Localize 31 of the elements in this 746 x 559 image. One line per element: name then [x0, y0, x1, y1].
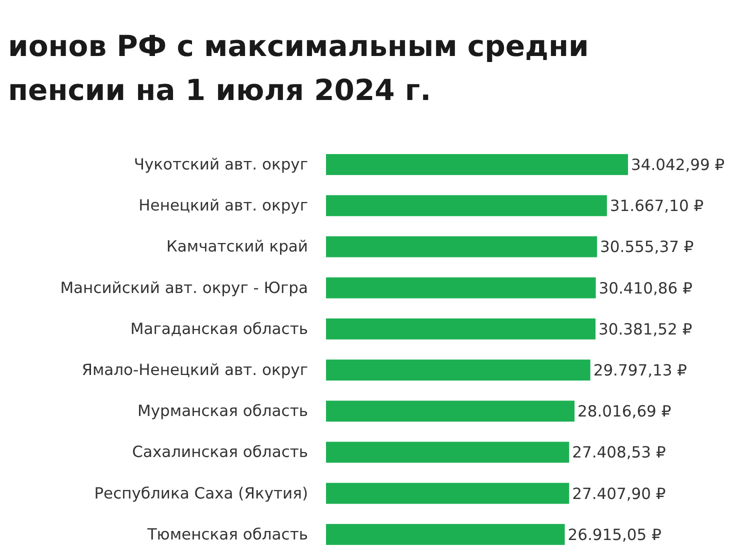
- y-tick-label: Ненецкий авт. округ: [138, 196, 308, 215]
- y-tick-label: Ямало-Ненецкий авт. округ: [82, 361, 308, 380]
- bar: [326, 318, 596, 340]
- data-label: 34.042,99 ₽: [631, 156, 725, 174]
- y-tick-label: Магаданская область: [130, 320, 308, 338]
- y-tick-label: Чукотский авт. округ: [134, 156, 308, 174]
- bar: [326, 524, 565, 545]
- data-label: 27.407,90 ₽: [572, 484, 666, 503]
- bar: [326, 236, 598, 258]
- data-label: 30.555,37 ₽: [600, 238, 694, 256]
- data-label: 30.410,86 ₽: [598, 279, 693, 298]
- data-label: 28.016,69 ₽: [578, 402, 672, 421]
- y-tick-label: Камчатский край: [166, 238, 308, 256]
- bar: [326, 154, 628, 176]
- bar: [326, 482, 570, 504]
- bar: [326, 277, 596, 298]
- y-tick-label: Тюменская область: [146, 525, 308, 544]
- bar: [326, 195, 607, 216]
- bar: [326, 442, 570, 463]
- y-tick-label: Сахалинская область: [132, 443, 308, 462]
- data-label: 27.408,53 ₽: [572, 444, 666, 462]
- y-tick-label: Мурманская область: [138, 402, 308, 420]
- chart-title: ионов РФ с максимальным средни пенсии на 1 июля 2024 г.: [8, 29, 589, 107]
- data-label: 31.667,10 ₽: [610, 197, 704, 216]
- y-tick-label: Мансийский авт. округ - Югра: [60, 278, 308, 297]
- bar: [326, 400, 575, 422]
- bar: [326, 360, 590, 381]
- y-tick-label: Республика Саха (Якутия): [94, 484, 308, 502]
- data-label: 30.381,52 ₽: [598, 320, 692, 338]
- data-label: 29.797,13 ₽: [593, 361, 688, 380]
- data-label: 26.915,05 ₽: [568, 526, 662, 544]
